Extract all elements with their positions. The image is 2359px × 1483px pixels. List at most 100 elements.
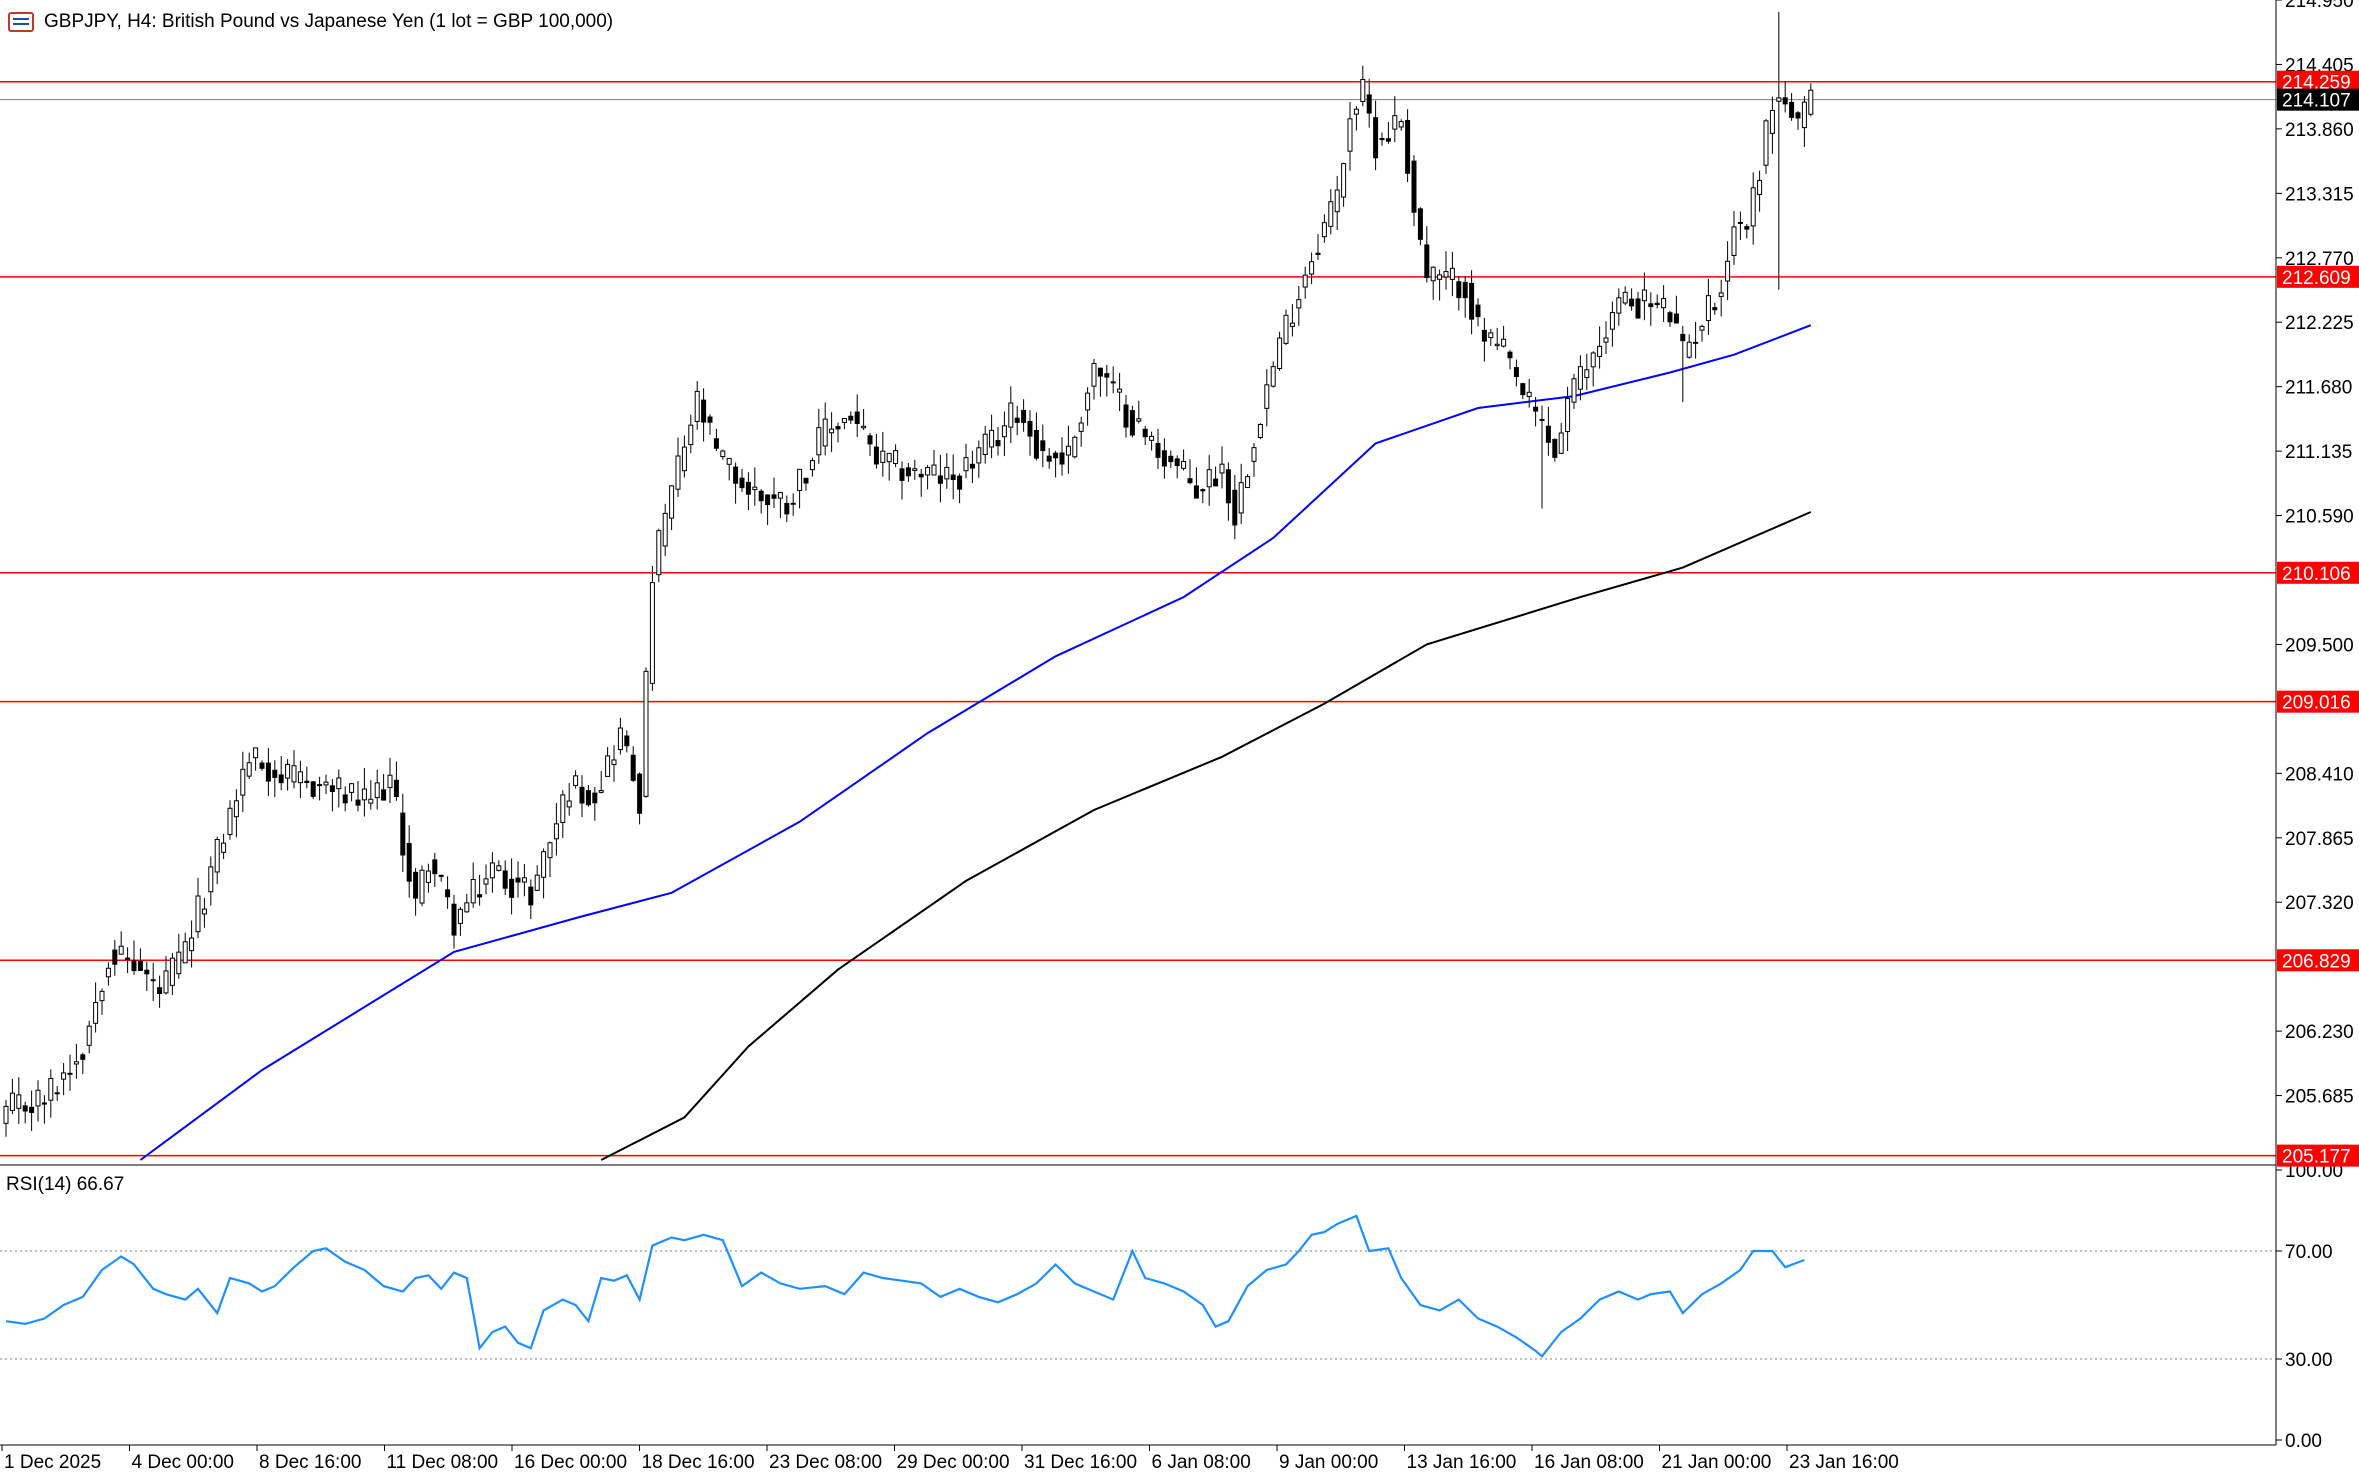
candle-body <box>445 889 451 898</box>
candle-body <box>1040 440 1046 452</box>
candle-body <box>73 1061 79 1065</box>
candle <box>822 402 828 456</box>
candle <box>1283 309 1289 345</box>
candle <box>669 485 675 531</box>
candle <box>1360 65 1366 107</box>
candle <box>1673 295 1679 324</box>
candle-body <box>656 530 662 576</box>
candle <box>1705 278 1711 336</box>
candle <box>1449 251 1455 297</box>
candle-body <box>1014 417 1020 423</box>
candle-body <box>35 1089 41 1107</box>
candle <box>1437 269 1443 301</box>
candle-body <box>752 486 758 491</box>
candle-body <box>1193 485 1199 499</box>
candle <box>105 962 111 986</box>
price-tick-label: 208.410 <box>2285 764 2354 785</box>
candle <box>317 776 323 801</box>
price-tick-label: 209.500 <box>2285 635 2354 656</box>
candle <box>1712 302 1718 315</box>
candle <box>144 961 150 991</box>
candle <box>790 493 796 516</box>
candle-body <box>22 1105 28 1112</box>
candle-body <box>1353 108 1359 115</box>
candle <box>534 865 540 892</box>
candle <box>662 503 668 557</box>
candle <box>1789 93 1795 121</box>
candle <box>278 756 284 791</box>
candle <box>1590 351 1596 387</box>
candle-body <box>1757 179 1763 196</box>
candle <box>745 472 751 511</box>
candle <box>1718 279 1724 317</box>
candle <box>765 494 771 526</box>
candle <box>592 787 598 821</box>
candle <box>22 1101 28 1124</box>
candle-body <box>1328 201 1334 227</box>
candle <box>1021 399 1027 432</box>
candle-body <box>1155 442 1161 458</box>
candle <box>566 783 572 816</box>
candle-body <box>617 727 623 751</box>
candle <box>867 432 873 457</box>
candle-body <box>457 908 463 924</box>
time-tick-label: 23 Dec 08:00 <box>769 1452 882 1473</box>
time-tick-label: 8 Dec 16:00 <box>259 1452 361 1473</box>
candle-body <box>1008 402 1014 428</box>
time-tick-label: 1 Dec 2025 <box>4 1452 101 1473</box>
price-tick-label: 211.135 <box>2285 442 2352 463</box>
candle <box>1609 301 1615 347</box>
candle <box>1737 211 1743 241</box>
candle-body <box>1123 404 1129 428</box>
candle <box>643 667 649 798</box>
candle <box>976 440 982 478</box>
candle <box>1264 369 1270 427</box>
candle-body <box>1283 314 1289 344</box>
candle <box>1769 96 1775 154</box>
candle <box>1104 364 1110 397</box>
candle-body <box>1072 436 1078 458</box>
candle-body <box>713 438 719 449</box>
candle <box>854 394 860 437</box>
candle <box>445 876 451 909</box>
candle-body <box>1725 260 1731 282</box>
candle-body <box>643 670 649 797</box>
time-tick-label: 29 Dec 00:00 <box>897 1452 1010 1473</box>
candle <box>1520 382 1526 400</box>
time-tick-label: 16 Jan 08:00 <box>1534 1452 1644 1473</box>
candle-body <box>893 450 899 465</box>
candle <box>48 1069 54 1118</box>
candle <box>336 769 342 808</box>
price-tick-label: 211.680 <box>2285 378 2352 399</box>
candle-body <box>246 762 252 777</box>
candle <box>1366 79 1372 128</box>
candle-body <box>291 765 297 783</box>
candle <box>841 417 847 430</box>
candle <box>393 761 399 801</box>
candle <box>861 409 867 431</box>
candle-body <box>1795 112 1801 119</box>
candle-body <box>688 424 694 446</box>
moving-average-line <box>139 324 1812 1161</box>
time-tick-label: 18 Dec 16:00 <box>642 1452 755 1473</box>
candle <box>1526 378 1532 408</box>
candle <box>1174 455 1180 479</box>
candle-body <box>265 762 271 782</box>
price-tick-label: 213.860 <box>2285 120 2354 141</box>
candle <box>150 962 156 1001</box>
candle <box>893 444 899 468</box>
candle <box>1597 326 1603 369</box>
candle-body <box>1501 338 1507 347</box>
candle <box>137 948 143 971</box>
candle <box>477 874 483 906</box>
candle-body <box>361 788 367 801</box>
candle <box>253 747 259 771</box>
candle-body <box>1565 398 1571 433</box>
candle <box>1328 189 1334 235</box>
candle-body <box>1577 366 1583 390</box>
candle-body <box>1629 298 1635 307</box>
candle <box>1181 449 1187 471</box>
candle-body <box>1366 94 1372 114</box>
